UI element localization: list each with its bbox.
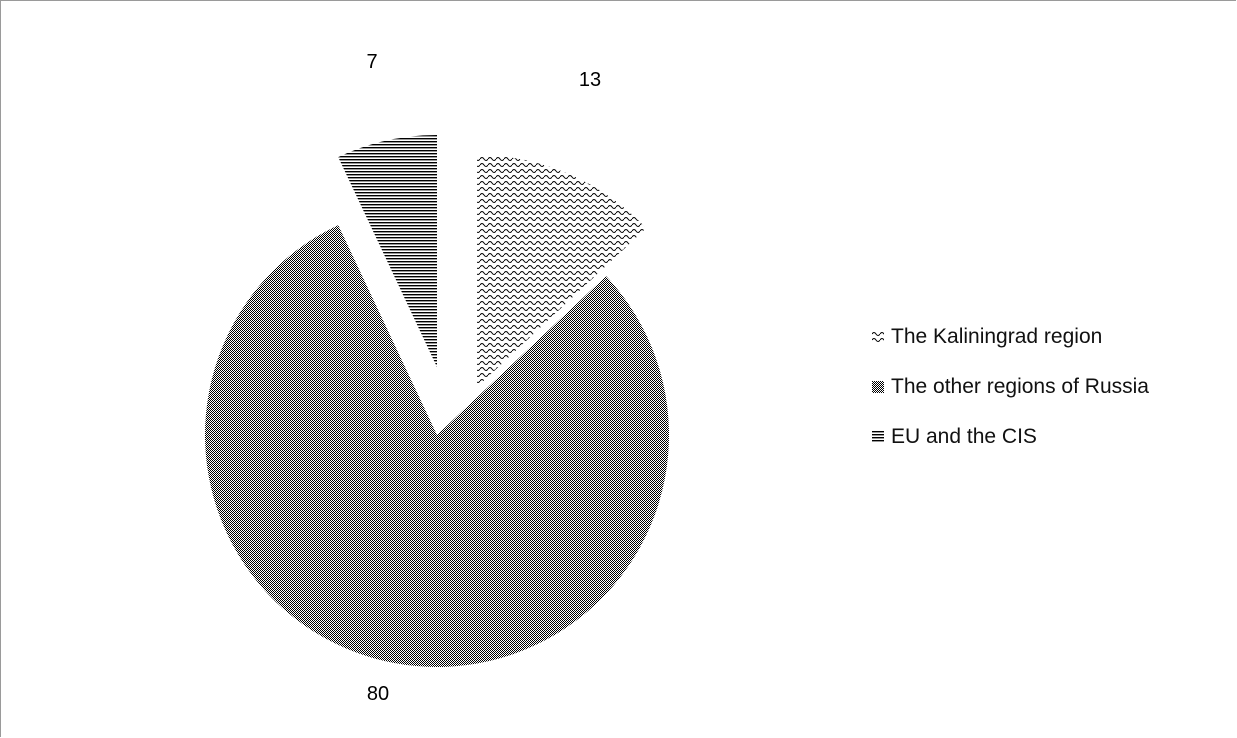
legend-item-eu-cis: EU and the CIS <box>872 412 1149 462</box>
pie-slice-the-kaliningrad-region <box>477 155 647 387</box>
wave-pattern-swatch-icon <box>872 331 884 343</box>
data-label: 13 <box>579 69 601 91</box>
data-label: 80 <box>367 683 389 705</box>
legend-label: EU and the CIS <box>891 425 1037 448</box>
pie-slice-the-other-regions-of-russia <box>204 225 670 668</box>
legend: The Kaliningrad region The other regions… <box>872 312 1149 462</box>
legend-label: The other regions of Russia <box>891 375 1149 398</box>
legend-item-kaliningrad: The Kaliningrad region <box>872 312 1149 362</box>
legend-item-other-regions: The other regions of Russia <box>872 362 1149 412</box>
pie-slice-eu-and-the-cis <box>338 135 437 367</box>
lines-pattern-swatch-icon <box>872 431 884 443</box>
data-label: 7 <box>366 51 377 73</box>
legend-label: The Kaliningrad region <box>891 325 1103 348</box>
checker-pattern-swatch-icon <box>872 381 884 393</box>
